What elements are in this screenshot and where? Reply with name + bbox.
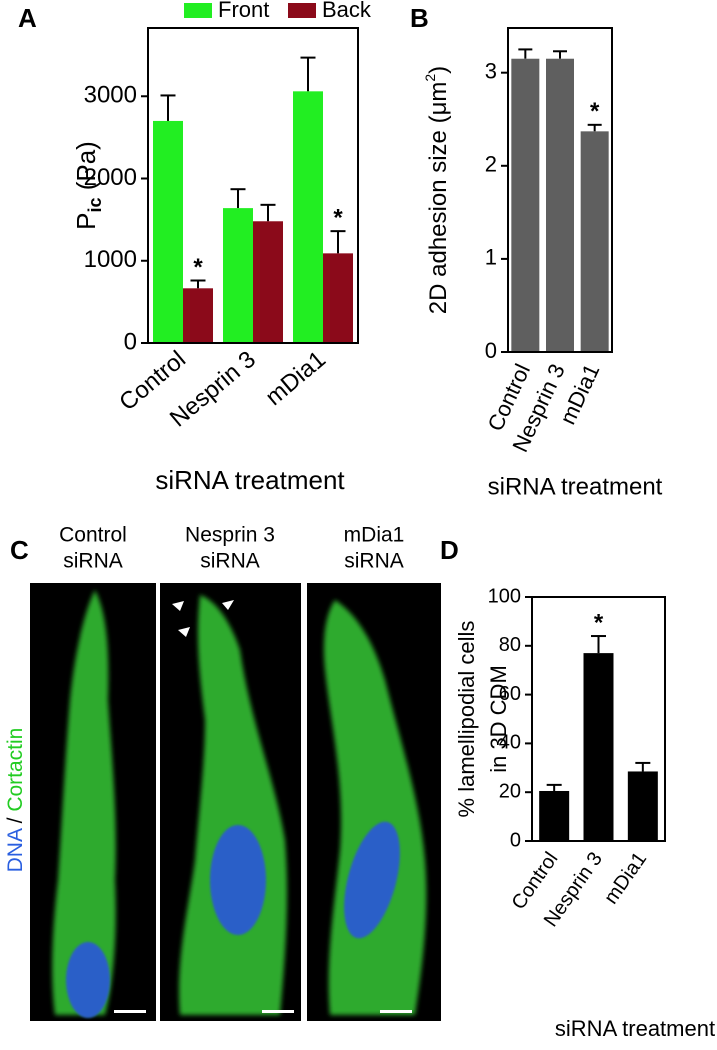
bar [546, 58, 574, 353]
y-axis-label: 2D adhesion size (μm2) [422, 66, 453, 314]
y-tick-label: 1 [485, 245, 497, 270]
legend-swatch [288, 3, 316, 18]
y-tick-label: 3 [485, 59, 497, 84]
y-tick-label: 2 [485, 152, 497, 177]
cell [52, 590, 116, 1015]
bar [627, 771, 658, 841]
column-label: Nesprin 3 [185, 524, 275, 547]
y-tick-label: 3000 [84, 82, 137, 109]
legend-label: Front [218, 0, 269, 22]
nucleus [66, 942, 110, 1018]
y-tick-label: 40 [499, 732, 521, 754]
plot-frame [507, 27, 613, 353]
y-tick-label: 20 [499, 780, 521, 802]
y-axis-label-unit: ) [425, 66, 452, 74]
x-axis-label: siRNA treatment [488, 473, 663, 500]
column-label: mDia1 [344, 524, 405, 547]
micrographs [30, 583, 441, 1021]
column-label: siRNA [200, 550, 260, 573]
y-axis-label: % lamellipodial cells in 3D CDM [454, 621, 511, 818]
scale-bar [114, 1010, 146, 1013]
panel-label: D [440, 535, 459, 565]
y-tick-label: 0 [485, 338, 497, 363]
panel-label: C [10, 535, 29, 565]
significance-mark: * [594, 609, 604, 636]
y-axis-label-line: in 3D CDM [486, 665, 511, 773]
y-axis-label-line: % lamellipodial cells [454, 621, 479, 818]
bar [511, 58, 540, 353]
panel-label: A [18, 3, 37, 33]
y-axis-label-sub: ic [85, 197, 105, 212]
nucleus [210, 825, 266, 935]
y-tick-label: 100 [488, 585, 521, 607]
y-axis-label-sup: 2 [422, 74, 438, 82]
y-axis-label-main: 2D adhesion size (μm [425, 82, 452, 315]
stain-dna: DNA [4, 828, 27, 872]
bar [253, 221, 283, 343]
legend-swatch [184, 3, 212, 18]
bar [183, 288, 213, 343]
column-label: siRNA [344, 550, 404, 573]
scale-bar [262, 1010, 294, 1013]
y-axis-label-main: P [71, 213, 101, 230]
bar [580, 131, 609, 352]
bar [323, 253, 353, 343]
bar [223, 208, 253, 343]
y-tick-label: 80 [499, 634, 521, 656]
y-axis-label-unit: (Pa) [71, 141, 101, 197]
bar [539, 790, 570, 841]
bar [293, 91, 323, 343]
y-axis-label: Pic (Pa) [71, 141, 105, 230]
stain-sep: / [4, 812, 27, 830]
bar [583, 653, 614, 841]
x-axis-label: siRNA treatment [555, 1016, 715, 1041]
x-tick-label: mDia1 [260, 346, 330, 411]
stain-label: DNA / Cortactin [4, 728, 27, 873]
significance-mark: * [333, 204, 343, 231]
legend-label: Back [322, 0, 372, 22]
significance-mark: * [193, 254, 203, 281]
arrowhead [172, 600, 234, 637]
y-tick-label: 2000 [84, 164, 137, 191]
y-tick-label: 0 [124, 328, 137, 355]
x-axis-label: siRNA treatment [155, 465, 345, 495]
plot-frame [147, 27, 359, 344]
x-tick-label: mDia1 [600, 848, 651, 908]
bar [153, 120, 183, 343]
stain-protein: Cortactin [4, 728, 27, 812]
plot-frame [531, 596, 666, 842]
significance-mark: * [590, 98, 600, 125]
column-label: Control [59, 524, 127, 547]
nucleus [344, 821, 400, 939]
y-tick-label: 0 [510, 829, 521, 851]
column-label: siRNA [63, 550, 123, 573]
scale-bar [380, 1010, 412, 1013]
y-tick-label: 60 [499, 683, 521, 705]
y-tick-label: 1000 [84, 246, 137, 273]
panel-label: B [410, 3, 429, 33]
